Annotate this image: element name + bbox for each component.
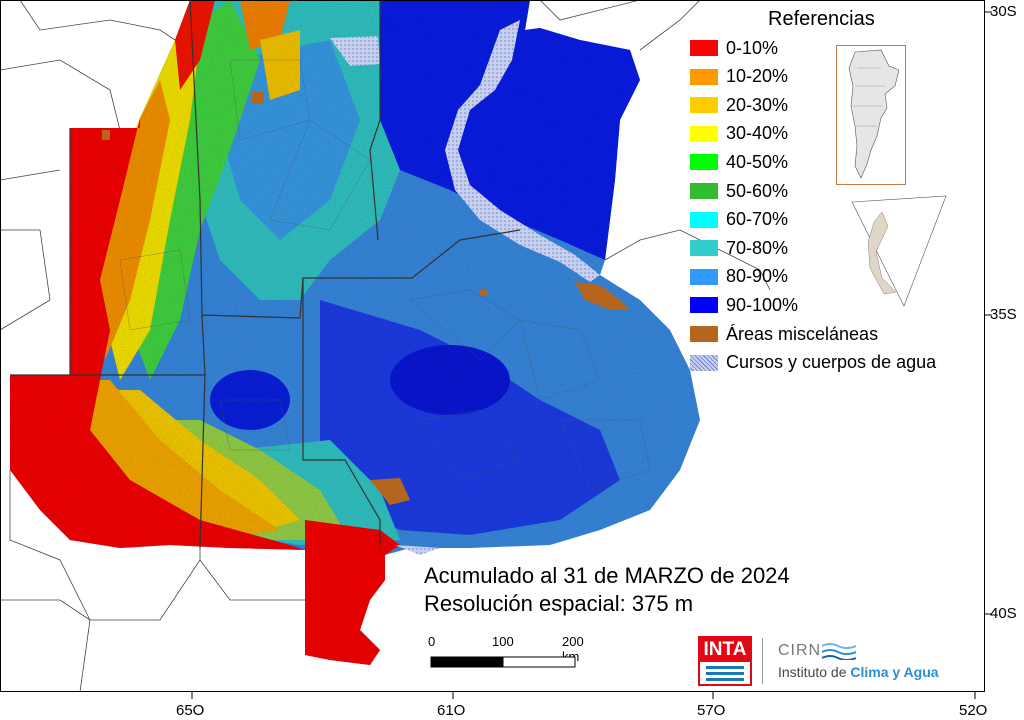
- legend-swatch: [690, 183, 718, 199]
- legend-swatch: [690, 154, 718, 171]
- lon-label-65o: 65O: [176, 702, 205, 719]
- lat-label-35s: 35S: [990, 306, 1017, 323]
- coastal-water-patch: [395, 545, 440, 555]
- legend-label: 50-60%: [726, 180, 789, 201]
- legend-item: 60-70%: [690, 209, 789, 230]
- argentina-locator-inset: [836, 45, 906, 185]
- legend-title: Referencias: [768, 8, 875, 30]
- legend-label: 40-50%: [726, 151, 789, 172]
- department-lines: [119, 59, 651, 491]
- uruguay-outline: [604, 229, 771, 291]
- lon-label-61o: 61O: [437, 702, 466, 719]
- scale-bar-graphic: [430, 656, 576, 668]
- legend-swatch: [690, 97, 718, 114]
- legend-item: 80-90%: [690, 266, 789, 287]
- lon-label-52o: 52O: [959, 702, 988, 719]
- legend-item: 20-30%: [690, 95, 788, 115]
- legend-label: Cursos y cuerpos de agua: [726, 352, 937, 373]
- spatial-resolution-text: Resolución espacial: 375 m: [424, 591, 694, 616]
- cirn-subtitle: Instituto de Clima y Agua: [778, 664, 939, 680]
- legend-label: 90-100%: [726, 294, 799, 315]
- miscellaneous-areas: [102, 92, 630, 505]
- cirn-logo-text: CIRN: [778, 642, 822, 659]
- lon-label-57o: 57O: [697, 702, 726, 719]
- scale-label-100: 100: [492, 634, 514, 649]
- argentina-outline: [848, 49, 900, 179]
- lat-label-30s: 30S: [990, 3, 1017, 20]
- institution-logos: INTA CIRN Instituto de Clima y Agua: [698, 636, 958, 688]
- scale-label-0: 0: [428, 634, 436, 649]
- legend-label: 20-30%: [726, 94, 789, 115]
- antarctic-sector-inset: [846, 182, 952, 312]
- legend-label: 70-80%: [726, 237, 789, 258]
- legend-swatch: [690, 240, 718, 257]
- map-frame: [0, 0, 985, 692]
- legend-item: 70-80%: [690, 238, 788, 258]
- legend-swatch: [690, 68, 718, 85]
- accumulation-date-text: Acumulado al 31 de MARZO de 2024: [424, 563, 790, 588]
- map-annotation: Acumulado al 31 de MARZO de 2024 Resoluc…: [424, 562, 790, 618]
- inta-logo: INTA: [698, 636, 752, 686]
- northern-water-patch: [330, 36, 380, 66]
- antarctic-sector-outline: [851, 195, 947, 307]
- legend-item: 40-50%: [690, 152, 788, 172]
- legend-swatch: [690, 297, 718, 314]
- scale-bar: 0 100 200 km: [424, 634, 584, 674]
- administrative-boundaries: [10, 0, 521, 549]
- lat-label-40s: 40S: [990, 605, 1017, 622]
- legend-item: 10-20%: [690, 66, 789, 87]
- legend-swatch: [690, 125, 718, 142]
- legend-item: Áreas misceláneas: [690, 324, 878, 344]
- legend-item: 50-60%: [690, 181, 788, 201]
- legend-swatch: [690, 326, 718, 342]
- soil-moisture-raster: [10, 0, 700, 665]
- cirn-waves-icon: [822, 643, 856, 660]
- legend-item: Cursos y cuerpos de agua: [690, 352, 937, 373]
- legend-item: 30-40%: [690, 123, 789, 144]
- legend-label: 10-20%: [726, 66, 789, 87]
- legend-swatch: [690, 40, 718, 56]
- legend-swatch: [690, 268, 718, 285]
- logo-divider: [762, 638, 763, 684]
- axis-ticks: [191, 11, 992, 699]
- legend-label: 60-70%: [726, 209, 789, 230]
- legend-swatch: [690, 211, 718, 228]
- legend-label: 0-10%: [726, 37, 779, 58]
- parana-river: [445, 20, 600, 282]
- legend-label: 30-40%: [726, 123, 789, 144]
- legend-item: 90-100%: [690, 295, 798, 315]
- legend-swatch: [690, 354, 718, 371]
- legend-label: 80-90%: [726, 266, 789, 287]
- neighbour-outlines: [0, 0, 701, 693]
- legend-item: 0-10%: [690, 38, 778, 58]
- legend-label: Áreas misceláneas: [726, 323, 879, 344]
